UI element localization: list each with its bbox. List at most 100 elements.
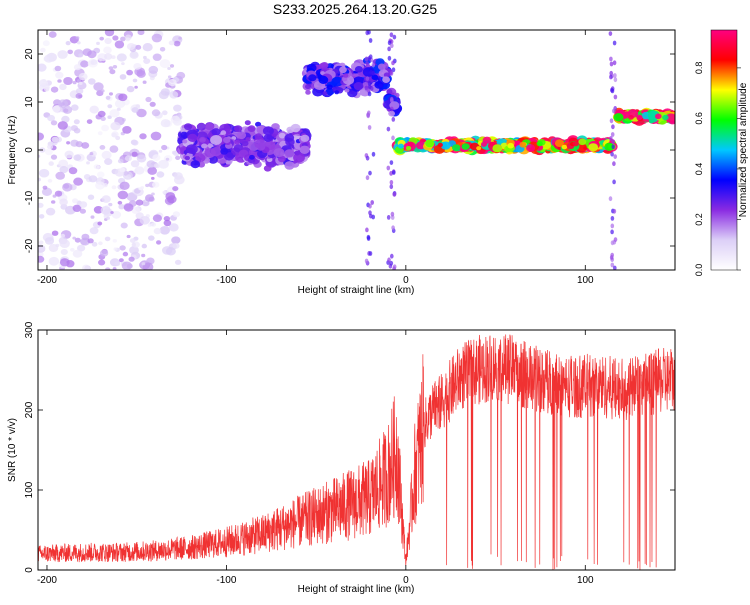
spectrogram-blob bbox=[59, 83, 67, 91]
spectrogram-blob bbox=[244, 120, 251, 126]
spectrogram-blob bbox=[105, 95, 111, 100]
spectrogram-blob bbox=[72, 249, 83, 258]
spectrogram-streak bbox=[391, 225, 395, 231]
spectrogram-blob bbox=[254, 133, 263, 140]
spectrogram-blob bbox=[55, 243, 60, 248]
spectrogram-blob bbox=[101, 124, 109, 132]
spectrogram-blob bbox=[578, 138, 587, 146]
spectrogram-streak bbox=[390, 211, 395, 217]
spectrogram-streak bbox=[364, 258, 369, 264]
spectrogram-blob bbox=[308, 74, 317, 82]
spectrogram-blob bbox=[44, 237, 55, 245]
spectrogram-blob bbox=[59, 258, 70, 267]
spectrogram-blob bbox=[172, 211, 181, 218]
spectrogram-streak bbox=[389, 96, 394, 102]
spectrogram-blob bbox=[572, 141, 579, 147]
spectrogram-blob bbox=[119, 245, 126, 251]
spectrogram-blob bbox=[168, 223, 179, 232]
spectrogram-blob bbox=[294, 150, 301, 156]
spectrogram-blob bbox=[109, 109, 120, 118]
spectrogram-blob bbox=[89, 152, 94, 156]
spectrogram-blob bbox=[48, 161, 54, 166]
spectrogram-blob bbox=[75, 36, 80, 40]
spectrogram-blob bbox=[173, 40, 181, 47]
spectrogram-blob bbox=[354, 66, 363, 73]
spectrogram-blob bbox=[38, 177, 41, 182]
spectrogram-blob bbox=[51, 136, 59, 143]
spectrogram-blob bbox=[119, 74, 127, 80]
spectrogram-blob bbox=[168, 79, 177, 87]
spectrogram-streak bbox=[387, 55, 392, 61]
spectrogram-blob bbox=[54, 65, 62, 72]
spectrogram-blob bbox=[147, 166, 157, 175]
spectrogram-blob bbox=[51, 230, 59, 236]
spectrogram-blob bbox=[89, 227, 99, 235]
spectrogram-blob bbox=[121, 261, 133, 270]
spectrogram-blob bbox=[111, 132, 117, 138]
spectrogram-blob bbox=[61, 115, 70, 123]
spectrogram-blob bbox=[247, 125, 256, 132]
spectrogram-blob bbox=[148, 65, 159, 74]
spectrogram-blob bbox=[143, 55, 147, 60]
spectrogram-blob bbox=[42, 185, 48, 190]
spectrogram-blob bbox=[47, 114, 55, 122]
spectrogram-blob bbox=[163, 219, 172, 227]
spectrogram-blob bbox=[133, 63, 142, 70]
spectrogram-blob bbox=[101, 150, 112, 160]
spectrogram-blob bbox=[70, 125, 78, 132]
spectrogram-blob bbox=[110, 211, 114, 214]
spectrogram-blob bbox=[122, 125, 132, 134]
spectrogram-blob bbox=[174, 259, 182, 265]
spectrogram-blob bbox=[100, 249, 109, 257]
spectrogram-blob bbox=[152, 154, 161, 161]
y-tick-label: 0 bbox=[24, 147, 35, 153]
spectrogram-streak bbox=[612, 161, 616, 167]
spectrogram-streak bbox=[370, 200, 375, 205]
spectrogram-blob bbox=[382, 76, 390, 83]
spectrogram-blob bbox=[117, 190, 128, 200]
spectrogram-blob bbox=[57, 121, 68, 130]
spectrogram-blob bbox=[210, 146, 222, 157]
spectrogram-blob bbox=[62, 105, 73, 114]
spectrogram-blob bbox=[334, 90, 340, 95]
spectrogram-blob bbox=[135, 44, 142, 50]
spectrogram-blob bbox=[161, 144, 168, 151]
spectrogram-blob bbox=[210, 135, 223, 145]
spectrogram-blob bbox=[130, 160, 140, 168]
spectrogram-blob bbox=[171, 236, 181, 245]
spectrogram-blob bbox=[100, 116, 106, 122]
spectrogram-blob bbox=[353, 82, 364, 91]
spectrogram-blob bbox=[86, 161, 90, 165]
spectrogram-blob bbox=[320, 71, 325, 76]
spectrogram-blob bbox=[78, 81, 83, 85]
spectrogram-blob bbox=[130, 51, 138, 58]
x-tick-label: 100 bbox=[577, 575, 594, 586]
snr-y-axis-label: SNR (10 * v/v) bbox=[7, 418, 18, 482]
spectrogram-blob bbox=[129, 238, 136, 244]
spectrogram-streak bbox=[390, 253, 394, 259]
spectrogram-blob bbox=[75, 93, 83, 99]
spectrogram-blob bbox=[99, 36, 104, 41]
spectrogram-blob bbox=[342, 73, 349, 78]
y-tick-label: -10 bbox=[24, 190, 35, 205]
spectrogram-blob bbox=[129, 246, 139, 255]
spectrogram-blob bbox=[57, 50, 68, 59]
spectrogram-blob bbox=[87, 194, 95, 200]
spectrogram-blob bbox=[325, 88, 335, 96]
spectrogram-blob bbox=[142, 80, 147, 84]
spectrogram-blob bbox=[176, 71, 186, 80]
spectrogram-blob bbox=[227, 152, 233, 157]
spectrogram-blob bbox=[147, 223, 152, 227]
spectrogram-blob bbox=[95, 181, 105, 190]
spectrogram-blob bbox=[173, 104, 182, 112]
spectrogram-blob bbox=[536, 141, 543, 147]
spectrogram-blob bbox=[140, 186, 144, 190]
spectrogram-blob bbox=[87, 238, 94, 244]
spectrogram-blob bbox=[263, 165, 272, 172]
spectrogram-blob bbox=[167, 195, 177, 204]
spectrogram-x-ticks: -200 -100 0 100 bbox=[37, 30, 594, 286]
spectrogram-blob bbox=[223, 137, 231, 144]
spectrogram-blob bbox=[57, 79, 62, 83]
spectrogram-streak bbox=[612, 179, 616, 185]
spectrogram-blob bbox=[105, 267, 111, 270]
